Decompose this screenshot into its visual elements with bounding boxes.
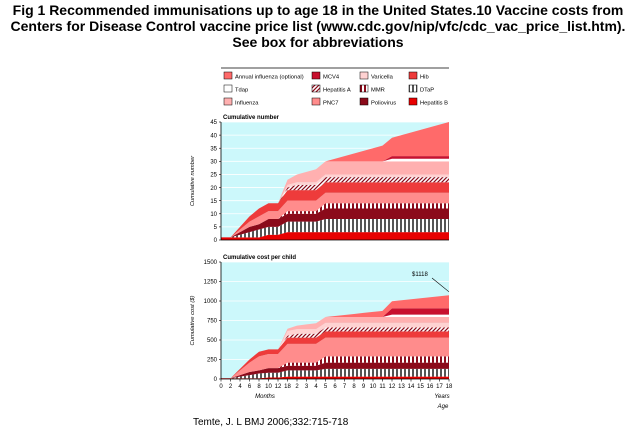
legend-item-label: PNC7 (323, 101, 338, 107)
y-tick-label: 10 (210, 212, 217, 218)
area-series (221, 368, 449, 379)
area-series (221, 362, 449, 379)
chart-subtitle: Cumulative number (223, 115, 280, 121)
x-tick-label: 6 (248, 384, 252, 390)
legend-swatch (223, 97, 233, 106)
figure-title: Fig 1 Recommended immunisations up to ag… (10, 2, 626, 50)
y-tick-label: 20 (210, 186, 217, 192)
area-series (221, 219, 449, 238)
legend-item-label: Tdap (235, 88, 248, 94)
legend-swatch (408, 84, 418, 93)
x-tick-label: 15 (417, 384, 424, 390)
x-tick-label: 4 (238, 384, 242, 390)
y-tick-label: 1500 (204, 260, 218, 266)
y-tick-label: 1250 (204, 280, 218, 286)
x-tick-label: 17 (436, 384, 443, 390)
figure-credit: Temte, J. L BMJ 2006;332:715-718 (193, 417, 349, 428)
legend-swatch (359, 97, 369, 106)
x-tick-label: 16 (427, 384, 434, 390)
legend-item-label: Hepatitis B (420, 101, 448, 107)
area-series (221, 295, 449, 379)
legend-swatch (311, 84, 321, 93)
x-tick-label: 9 (362, 384, 366, 390)
legend-item-label: Annual influenza (optional) (235, 75, 304, 81)
x-tick-label: 12 (275, 384, 282, 390)
x-tick-label: 18 (446, 384, 453, 390)
area-series (221, 182, 449, 238)
legend-swatch (223, 84, 233, 93)
legend-swatch (359, 71, 369, 80)
area-series (221, 331, 449, 379)
x-axis-ticks: 0 2 4 6 8 10 12 18 2 3 4 5 6 7 8 9 10 11 12 13 14 15 16 17 18Mon… (219, 379, 453, 410)
y-tick-label: 0 (214, 238, 218, 244)
legend-swatch (408, 97, 418, 106)
y-tick-label: 500 (207, 338, 218, 344)
x-tick-label: 8 (352, 384, 356, 390)
x-tick-label: 18 (284, 384, 291, 390)
y-axis-label: Cumulative number (190, 155, 196, 206)
y-tick-label: 750 (207, 319, 218, 325)
x-tick-label: 14 (408, 384, 415, 390)
area-series (221, 161, 449, 238)
area-series (221, 122, 449, 238)
x-tick-label: 11 (379, 384, 386, 390)
chart-subtitle: Cumulative cost per child (223, 255, 296, 261)
y-tick-label: 15 (210, 199, 217, 205)
legend-swatch (311, 71, 321, 80)
annotation-leader (431, 277, 450, 293)
legend-swatch (359, 84, 369, 93)
y-axis-label: Cumulative cost ($) (190, 295, 196, 345)
area-series (221, 356, 449, 379)
legend: Annual influenza (optional) MCV4 Varicella… (221, 67, 449, 107)
legend-swatch (311, 97, 321, 106)
y-tick-label: 45 (210, 120, 217, 126)
y-tick-label: 30 (210, 160, 217, 166)
area-series (221, 203, 449, 238)
area-series (221, 232, 449, 240)
x-tick-label: 7 (343, 384, 347, 390)
x-tick-label: 13 (398, 384, 405, 390)
x-tick-label: 8 (257, 384, 261, 390)
x-unit-label-years: Years (434, 394, 449, 400)
legend-item-label: Poliovirus (371, 101, 396, 107)
x-tick-label: 10 (370, 384, 377, 390)
chart-panel: Cumulative number 0 5 10 15 20 25 30 35 40 45 Cumul… (190, 115, 449, 244)
legend-item-label: Varicella (371, 75, 394, 81)
value-annotation: $1118 (412, 272, 428, 278)
area-series (221, 376, 449, 379)
legend-item-label: MMR (371, 88, 385, 94)
legend-item-label: Influenza (235, 101, 259, 107)
y-tick-label: 250 (207, 358, 218, 364)
x-tick-label: 5 (324, 384, 328, 390)
legend-swatch (223, 71, 233, 80)
area-series (221, 208, 449, 238)
area-series (221, 192, 449, 238)
legend-item-label: DTaP (420, 88, 434, 94)
x-tick-label: 2 (229, 384, 233, 390)
y-tick-label: 25 (210, 173, 217, 179)
legend-swatch (408, 71, 418, 80)
legend-item-label: Hepatitis A (323, 88, 351, 94)
x-tick-label: 12 (389, 384, 396, 390)
y-tick-label: 35 (210, 146, 217, 152)
x-tick-label: 10 (265, 384, 272, 390)
y-tick-label: 5 (214, 225, 218, 231)
y-tick-label: 0 (214, 377, 218, 383)
x-unit-label-months: Months (255, 394, 275, 400)
x-axis-label: Age (437, 404, 449, 410)
chart-panel: Cumulative cost per child 0 250 500 750 1000 1… (190, 255, 450, 383)
y-tick-label: 40 (210, 133, 217, 139)
x-tick-label: 6 (333, 384, 337, 390)
legend-item-label: MCV4 (323, 75, 340, 81)
legend-item-label: Hib (420, 75, 429, 81)
x-tick-label: 0 (219, 384, 223, 390)
x-tick-label: 3 (305, 384, 309, 390)
y-tick-label: 1000 (204, 299, 218, 305)
x-tick-label: 2 (295, 384, 299, 390)
area-series (221, 337, 449, 379)
x-tick-label: 4 (314, 384, 318, 390)
